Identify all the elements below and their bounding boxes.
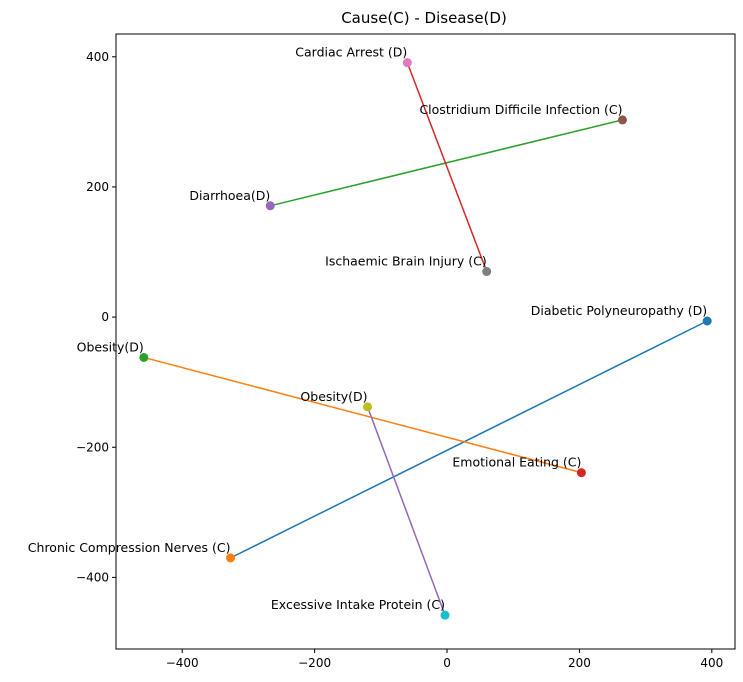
data-point [363, 402, 373, 412]
point-label: Obesity(D) [300, 389, 367, 404]
data-point [440, 610, 450, 620]
data-point [226, 553, 236, 563]
x-tick-label: 400 [700, 656, 723, 670]
x-tick-label: 200 [568, 656, 591, 670]
pair-line-0 [230, 320, 708, 559]
y-tick-label: −400 [76, 570, 109, 584]
data-point [402, 58, 412, 68]
pair-line-2 [270, 119, 623, 207]
point-label: Chronic Compression Nerves (C) [28, 540, 231, 555]
x-tick-label: −400 [166, 656, 199, 670]
y-tick-label: 0 [101, 310, 109, 324]
data-points [139, 58, 712, 620]
plot-frame [115, 33, 736, 650]
y-tick-label: 200 [86, 180, 109, 194]
pair-lines [143, 62, 708, 616]
point-label: Emotional Eating (C) [452, 455, 581, 470]
chart-title: Cause(C) - Disease(D) [341, 9, 507, 27]
point-label: Ischaemic Brain Injury (C) [325, 254, 487, 269]
point-label: Clostridium Difficile Infection (C) [419, 102, 622, 117]
data-point [617, 115, 627, 125]
y-axis: −400 −200 0 200 400 [76, 50, 116, 584]
pair-line-1 [143, 356, 582, 474]
data-point [139, 352, 149, 362]
data-point [576, 468, 586, 478]
x-axis: −400 −200 0 200 400 [166, 649, 723, 670]
data-point [702, 316, 712, 326]
point-label: Excessive Intake Protein (C) [271, 597, 445, 612]
data-point [265, 201, 275, 211]
pair-line-4 [366, 406, 446, 616]
pair-line-3 [406, 62, 488, 272]
x-tick-label: 0 [443, 656, 451, 670]
point-label: Cardiac Arrest (D) [295, 45, 407, 60]
point-label: Diabetic Polyneuropathy (D) [531, 303, 707, 318]
y-tick-label: 400 [86, 50, 109, 64]
point-labels: Diabetic Polyneuropathy (D) Chronic Compr… [28, 45, 707, 613]
data-point [482, 267, 492, 277]
y-tick-label: −200 [76, 440, 109, 454]
x-tick-label: −200 [298, 656, 331, 670]
point-label: Diarrhoea(D) [189, 188, 270, 203]
point-label: Obesity(D) [77, 339, 144, 354]
